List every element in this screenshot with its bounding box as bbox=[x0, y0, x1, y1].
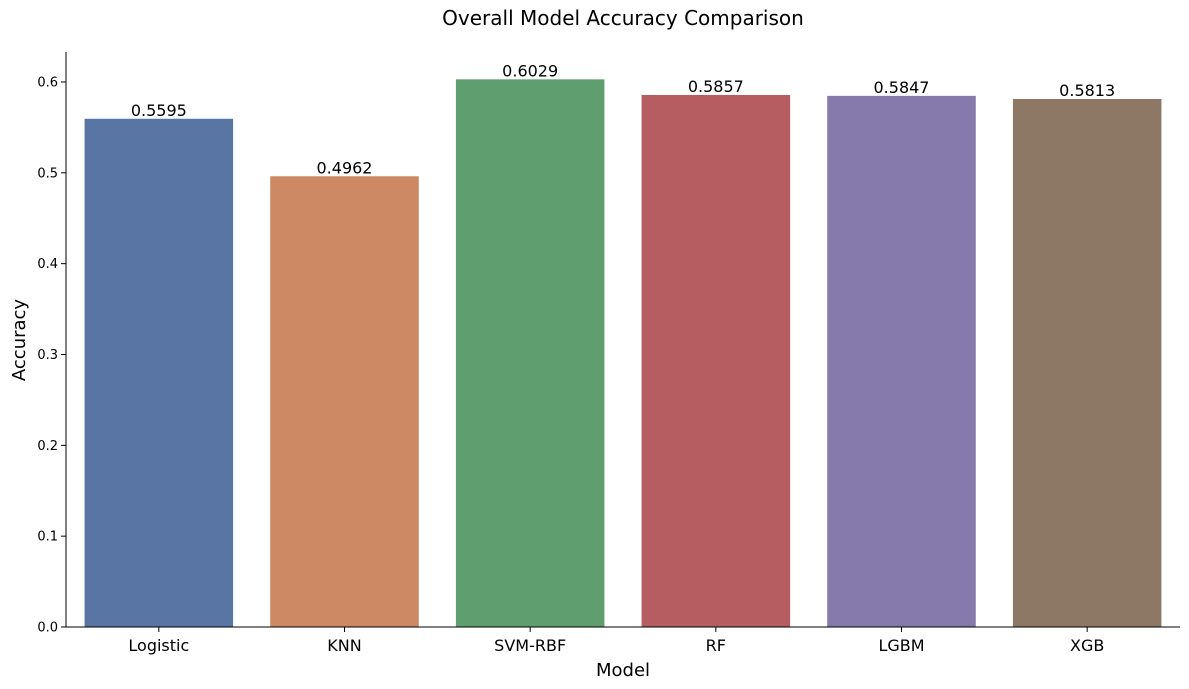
data-label-svm-rbf: 0.6029 bbox=[502, 61, 558, 80]
data-label-lgbm: 0.5847 bbox=[874, 78, 930, 97]
bar-svm-rbf bbox=[455, 79, 605, 627]
y-axis: 0.0 0.1 0.2 0.3 0.4 0.5 0.6 bbox=[37, 75, 66, 636]
x-tick-label: XGB bbox=[1070, 636, 1104, 655]
y-axis-label: Accuracy bbox=[9, 299, 30, 382]
data-label-rf: 0.5857 bbox=[688, 77, 744, 96]
y-tick-label: 0.4 bbox=[37, 257, 58, 272]
x-tick-label: Logistic bbox=[128, 636, 189, 655]
y-tick-label: 0.1 bbox=[37, 530, 58, 545]
data-label-knn: 0.4962 bbox=[317, 158, 373, 177]
x-axis: Logistic KNN SVM-RBF RF LGBM XGB bbox=[128, 627, 1104, 655]
y-tick-label: 0.0 bbox=[37, 621, 58, 636]
bar-knn bbox=[270, 176, 419, 628]
x-tick-label: LGBM bbox=[878, 636, 924, 655]
data-label-logistic: 0.5595 bbox=[131, 101, 187, 120]
x-tick-label: KNN bbox=[327, 636, 361, 655]
x-tick-label: RF bbox=[706, 636, 726, 655]
y-tick-label: 0.6 bbox=[37, 75, 58, 90]
data-label-xgb: 0.5813 bbox=[1059, 81, 1115, 100]
y-tick-label: 0.5 bbox=[37, 166, 58, 181]
x-axis-label: Model bbox=[596, 660, 650, 681]
bars-group bbox=[84, 79, 1162, 628]
y-tick-label: 0.2 bbox=[37, 439, 58, 454]
x-tick-label: SVM-RBF bbox=[494, 636, 566, 655]
bar-logistic bbox=[84, 118, 234, 627]
chart-title: Overall Model Accuracy Comparison bbox=[442, 6, 804, 30]
bar-rf bbox=[641, 94, 791, 627]
bar-xgb bbox=[1012, 98, 1162, 627]
data-labels-group: 0.5595 0.4962 0.6029 0.5857 0.5847 0.5813 bbox=[131, 61, 1115, 177]
bar-lgbm bbox=[827, 95, 976, 628]
y-tick-label: 0.3 bbox=[37, 348, 58, 363]
